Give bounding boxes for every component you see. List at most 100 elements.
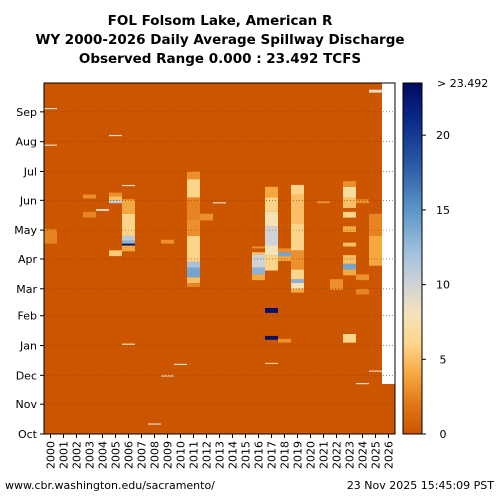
x-tick-label: 2006 (123, 441, 136, 469)
heatmap-cell (187, 235, 200, 262)
colorbar-tick-label: 15 (436, 204, 450, 217)
heatmap-cell (83, 194, 96, 199)
heatmap-cell (291, 184, 304, 195)
heatmap-cell (187, 283, 200, 287)
heatmap-cell (109, 250, 122, 257)
heatmap-cell (122, 245, 135, 252)
colorbar-max-label: > 23.492 (437, 77, 488, 90)
x-tick-label: 2001 (58, 441, 71, 469)
x-tick-label: 2015 (240, 441, 253, 469)
heatmap-cell (122, 240, 135, 244)
x-tick-label: 2022 (331, 441, 344, 469)
y-axis-months: Oct Nov Dec Jan Feb Mar Apr May Jun Jul Aug Sep (14, 106, 44, 441)
heatmap-cell (369, 235, 382, 266)
heatmap-cell (122, 243, 135, 246)
x-tick-label: 2023 (344, 441, 357, 469)
x-tick-label: 2009 (162, 441, 175, 469)
heatmap-cell (265, 211, 278, 227)
x-tick-label: 2000 (45, 441, 58, 469)
colorbar-tick-label: 5 (440, 353, 447, 366)
heatmap-cell (122, 184, 135, 187)
heatmap-cell (369, 89, 382, 93)
y-tick-label: Mar (16, 283, 37, 296)
chart-title-group: FOL Folsom Lake, American R WY 2000-2026… (35, 13, 404, 67)
heatmap-cell (343, 263, 356, 270)
x-tick-label: 2003 (84, 441, 97, 469)
heatmap-cell (44, 243, 57, 434)
x-tick-label: 2025 (370, 441, 383, 469)
missing-data-cell (382, 83, 395, 384)
x-tick-label: 2008 (149, 441, 162, 469)
x-tick-label: 2014 (227, 441, 240, 469)
heatmap-cell (356, 383, 369, 385)
heatmap-cell (174, 363, 187, 365)
x-tick-label: 2017 (266, 441, 279, 469)
heatmap-cell (122, 199, 135, 214)
heatmap-cell (161, 375, 174, 377)
x-tick-label: 2010 (175, 441, 188, 469)
heatmap-cell (369, 213, 382, 236)
heatmap-cell (96, 208, 109, 211)
y-tick-label: Aug (16, 136, 37, 149)
y-tick-label: Oct (18, 428, 38, 441)
heatmap-cell (278, 252, 291, 257)
x-tick-label: 2004 (97, 441, 110, 469)
x-tick-label: 2005 (110, 441, 123, 469)
heatmap-cell (109, 134, 122, 137)
heatmap-cell (122, 235, 135, 241)
plot-background (44, 83, 395, 434)
heatmap-cell (252, 274, 265, 281)
heatmap-cell (265, 197, 278, 212)
heatmap-plot (44, 83, 395, 434)
x-tick-label: 2012 (201, 441, 214, 469)
footer-url: www.cbr.washington.edu/sacramento/ (5, 479, 215, 492)
chart-title-line-1: FOL Folsom Lake, American R (108, 13, 333, 29)
heatmap-cell (343, 226, 356, 233)
heatmap-cell (278, 248, 291, 253)
heatmap-cell (291, 194, 304, 224)
heatmap-cell (343, 181, 356, 187)
heatmap-cell (161, 239, 174, 244)
heatmap-cell (356, 199, 369, 204)
heatmap-cell (330, 279, 343, 290)
heatmap-cell (252, 267, 265, 275)
x-tick-label: 2018 (279, 441, 292, 469)
x-tick-label: 2019 (292, 441, 305, 469)
heatmap-cell (343, 269, 356, 276)
heatmap-cell (122, 213, 135, 236)
heatmap-cell (109, 196, 122, 201)
heatmap-cell (148, 423, 161, 425)
heatmap-cell (83, 211, 96, 218)
x-tick-label: 2013 (214, 441, 227, 469)
heatmap-cell (265, 226, 278, 246)
heatmap-cell (252, 252, 265, 255)
x-tick-label: 2016 (253, 441, 266, 469)
heatmap-cell (187, 197, 200, 220)
y-tick-label: May (14, 224, 37, 237)
heatmap-cell (213, 202, 226, 204)
heatmap-cell (265, 186, 278, 198)
heatmap-cell (343, 242, 356, 247)
x-tick-label: 2021 (318, 441, 331, 469)
heatmap-cell (187, 277, 200, 284)
y-tick-label: Apr (18, 253, 38, 266)
heatmap-cell (343, 197, 356, 209)
heatmap-cell (44, 108, 57, 110)
heatmap-cell (291, 250, 304, 270)
x-tick-label: 2011 (188, 441, 201, 469)
heatmap-cell (200, 213, 213, 221)
heatmap-cell (343, 333, 356, 343)
y-tick-label: Jul (23, 165, 37, 178)
heatmap-cell (265, 255, 278, 271)
heatmap-cell (291, 279, 304, 284)
heatmap-cell (265, 362, 278, 365)
y-tick-label: Nov (16, 398, 38, 411)
colorbar-tick-label: 0 (440, 428, 447, 441)
heatmap-cell (109, 200, 122, 204)
x-tick-label: 2020 (305, 441, 318, 469)
x-axis-years: 2000 2001 2002 2003 2004 2005 2006 2007 2008 2009… (45, 434, 396, 469)
heatmap-cell (356, 288, 369, 295)
x-tick-label: 2026 (383, 441, 396, 469)
footer-timestamp: 23 Nov 2025 15:45:09 PST (347, 479, 494, 492)
heatmap-cell (317, 201, 330, 204)
